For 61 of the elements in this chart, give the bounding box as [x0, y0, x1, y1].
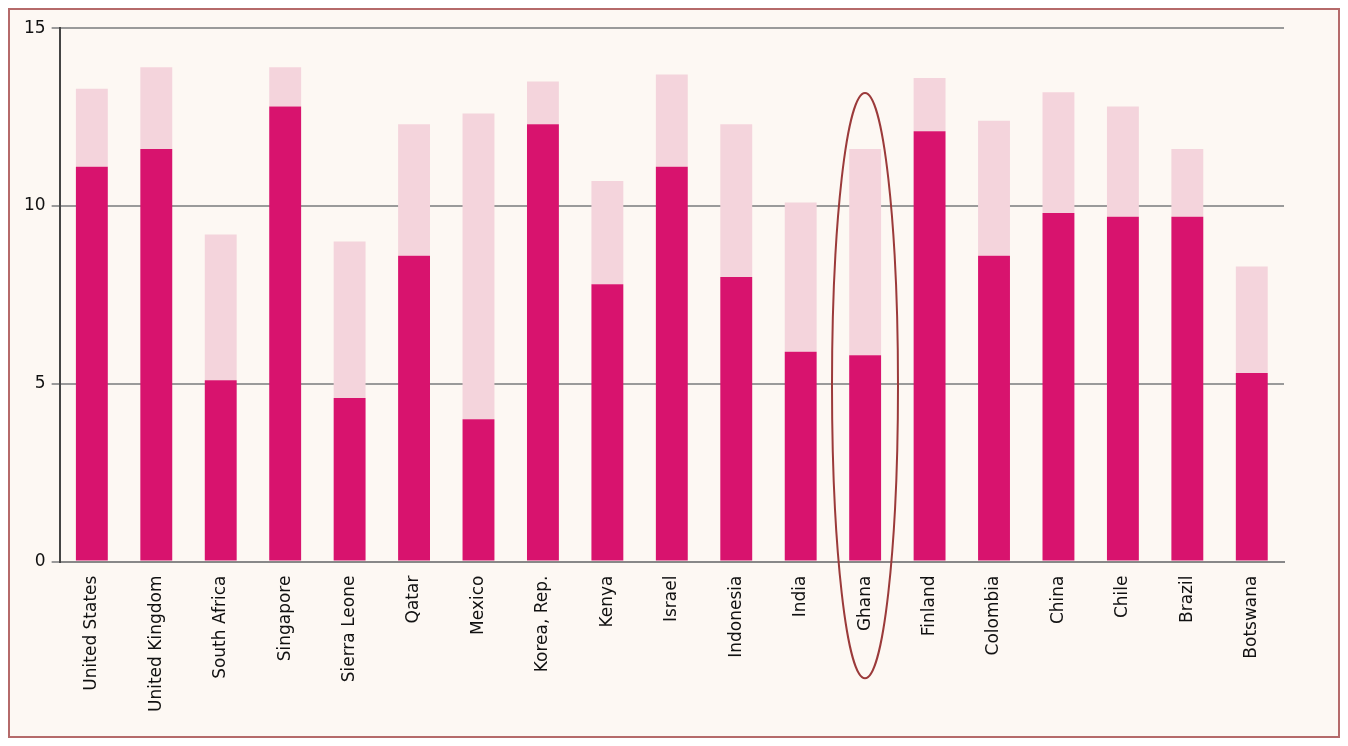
y-tick-label: 0 [34, 549, 46, 570]
bar [1171, 149, 1204, 217]
x-tick-label: Chile [1111, 575, 1132, 619]
x-tick-label: Colombia [982, 575, 1003, 656]
bar [204, 234, 237, 381]
bar [398, 255, 430, 561]
x-tick-label: Botswana [1240, 575, 1261, 659]
bar [1106, 106, 1139, 217]
bar [913, 131, 946, 561]
bar [333, 397, 366, 561]
bar [462, 419, 495, 561]
x-tick-label: Finland [918, 575, 938, 637]
bar [75, 166, 108, 561]
bar [140, 149, 173, 561]
bar [849, 355, 882, 561]
y-tick-label: 5 [34, 372, 46, 393]
bar [849, 149, 882, 356]
x-tick-label: Singapore [273, 575, 294, 662]
bar [204, 380, 237, 561]
bar [913, 77, 946, 132]
bar [1042, 213, 1075, 561]
bar [1235, 266, 1268, 374]
y-tick-label: 10 [23, 194, 46, 215]
bar [1171, 216, 1204, 561]
bar [655, 166, 688, 561]
x-tick-label: Sierra Leone [338, 575, 359, 683]
x-tick-label: India [789, 575, 810, 618]
bar [784, 351, 817, 561]
bar [1106, 216, 1139, 561]
bar [75, 88, 108, 167]
bar [140, 67, 173, 150]
bar [526, 124, 559, 561]
x-tick-label: South Africa [209, 575, 230, 679]
bar [591, 284, 624, 561]
bar [269, 106, 302, 561]
bar [591, 181, 624, 285]
bar [1235, 373, 1268, 561]
x-tick-label: Ghana [853, 575, 874, 632]
x-tick-label: Korea, Rep. [531, 575, 552, 673]
y-tick-label: 15 [23, 16, 46, 37]
bar [462, 113, 495, 420]
bar [655, 74, 688, 167]
x-tick-label: United States [80, 575, 101, 691]
bar [333, 241, 366, 398]
bar [398, 124, 430, 256]
x-tick-label: Israel [660, 575, 681, 623]
bar [720, 277, 753, 561]
bar [269, 67, 302, 107]
x-tick-label: United Kingdom [144, 575, 165, 712]
x-tick-label: Qatar [402, 575, 423, 624]
bar [720, 124, 753, 278]
bar [1042, 92, 1075, 214]
x-tick-label: Brazil [1175, 575, 1196, 623]
x-tick-label: China [1046, 575, 1067, 625]
bar [978, 255, 1010, 561]
bar [978, 120, 1010, 256]
x-tick-label: Mexico [466, 575, 487, 635]
bar [526, 81, 559, 125]
x-tick-label: Kenya [595, 575, 616, 628]
bar [784, 202, 817, 352]
x-tick-label: Indonesia [724, 575, 745, 658]
